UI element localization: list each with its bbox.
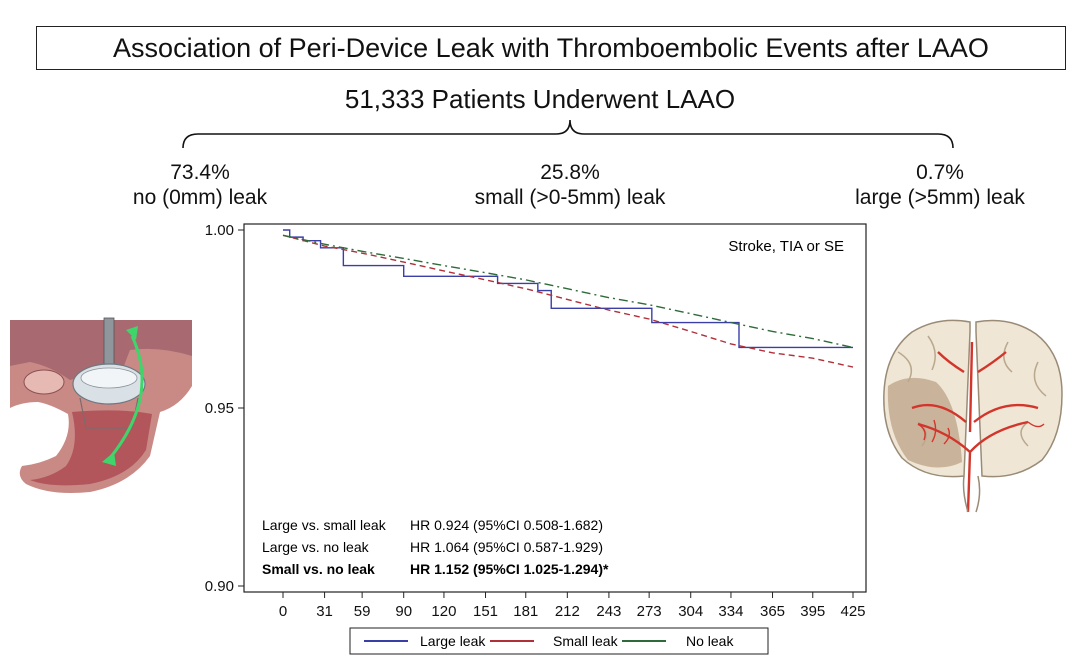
hr-label: Large vs. no leak xyxy=(262,539,370,555)
series-line-large-leak xyxy=(283,229,853,349)
x-tick-label: 31 xyxy=(316,603,333,620)
legend-frame xyxy=(349,627,769,655)
group-label: no (0mm) leak xyxy=(132,186,268,209)
x-tick-label: 181 xyxy=(513,603,538,620)
subtitle: 51,333 Patients Underwent LAAO xyxy=(344,84,736,114)
series-line-small-leak xyxy=(282,234,854,368)
hr-value: HR 1.152 (95%CI 1.025-1.294)* xyxy=(410,561,609,577)
x-tick-label: 304 xyxy=(678,603,703,620)
x-tick-label: 334 xyxy=(718,603,743,620)
chart-title: Association of Peri-Device Leak with Thr… xyxy=(113,32,989,63)
x-tick-label: 273 xyxy=(637,603,662,620)
hr-value: HR 0.924 (95%CI 0.508-1.682) xyxy=(410,517,603,533)
laao-device-icon xyxy=(10,317,192,493)
group-no-leak: 73.4% no (0mm) leak xyxy=(100,160,300,210)
group-large-leak: 0.7% large (>5mm) leak xyxy=(835,160,1045,210)
group-label: small (>0-5mm) leak xyxy=(474,186,666,209)
hr-value: HR 1.064 (95%CI 0.587-1.929) xyxy=(410,539,603,555)
y-tick-label: 0.90 xyxy=(205,578,234,595)
group-label: large (>5mm) leak xyxy=(855,186,1025,209)
hr-label: Small vs. no leak xyxy=(262,561,375,577)
y-tick-label: 0.95 xyxy=(205,400,234,417)
brain-stroke-icon xyxy=(883,319,1063,513)
legend-label: Large leak xyxy=(420,633,486,649)
x-tick-label: 243 xyxy=(596,603,621,620)
x-tick-label: 0 xyxy=(279,603,287,620)
chart-legend: Large leak Small leak No leak xyxy=(349,627,769,655)
plot-frame xyxy=(243,223,867,593)
legend-label: Small leak xyxy=(553,633,619,649)
hr-label: Large vs. small leak xyxy=(262,517,387,533)
title-box: Association of Peri-Device Leak with Thr… xyxy=(36,26,1066,70)
x-tick-label: 425 xyxy=(840,603,865,620)
chart-annotation: Stroke, TIA or SE xyxy=(728,238,844,255)
x-tick-label: 59 xyxy=(354,603,371,620)
series-line-no-leak xyxy=(282,234,854,349)
legend-label: No leak xyxy=(686,633,734,649)
y-tick-label: 1.00 xyxy=(205,222,234,239)
x-tick-label: 365 xyxy=(760,603,785,620)
x-tick-label: 151 xyxy=(473,603,498,620)
group-pct: 73.4% xyxy=(170,161,230,184)
group-pct: 0.7% xyxy=(916,161,964,184)
x-tick-label: 120 xyxy=(431,603,456,620)
x-tick-label: 90 xyxy=(395,603,412,620)
group-pct: 25.8% xyxy=(540,161,600,184)
x-tick-label: 395 xyxy=(800,603,825,620)
hazard-ratio-box: Large vs. small leak HR 0.924 (95%CI 0.5… xyxy=(262,517,609,577)
x-tick-label: 212 xyxy=(555,603,580,620)
group-small-leak: 25.8% small (>0-5mm) leak xyxy=(440,160,700,210)
